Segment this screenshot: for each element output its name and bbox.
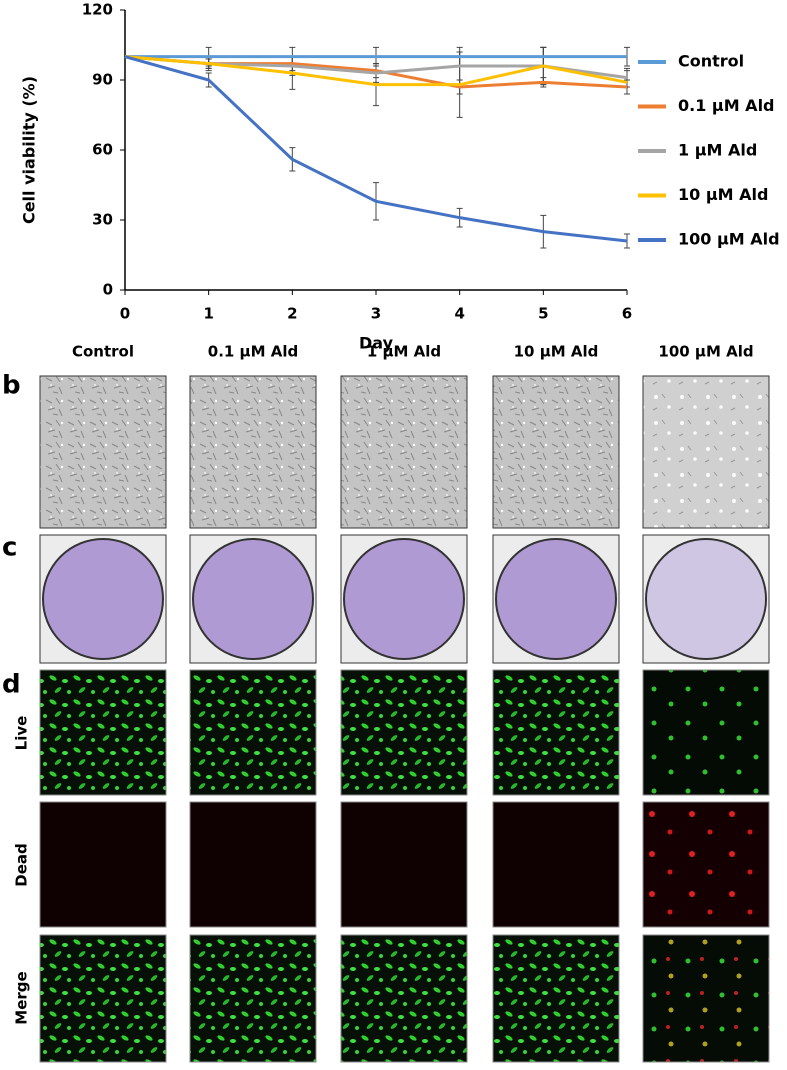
live-stain-image <box>340 669 468 796</box>
column-label: 0.1 μM Ald <box>208 343 298 361</box>
x-tick-label: 3 <box>371 305 381 323</box>
live-stain-image <box>492 669 620 796</box>
x-axis-label: Day <box>359 334 394 353</box>
column-label: 100 μM Ald <box>658 343 753 361</box>
legend-label: 0.1 μM Ald <box>678 96 775 115</box>
column-label: 1 μM Ald <box>367 343 441 361</box>
x-tick-label: 2 <box>287 305 297 323</box>
live-stain-image <box>189 669 317 796</box>
y-tick-label: 60 <box>92 141 113 159</box>
x-tick-label: 5 <box>538 305 548 323</box>
error-bar <box>624 70 630 95</box>
dead-stain-image <box>39 801 167 928</box>
x-tick-label: 0 <box>120 305 130 323</box>
phase-contrast-image <box>492 375 620 529</box>
x-tick-label: 1 <box>203 305 213 323</box>
merge-image <box>39 934 167 1063</box>
dead-stain-image <box>642 801 770 928</box>
column-label: Control <box>72 343 134 361</box>
panel-letter: d <box>2 670 21 700</box>
phase-contrast-image <box>642 375 770 529</box>
series-line <box>124 55 628 87</box>
panel-letter: c <box>2 533 17 563</box>
legend-label: 100 μM Ald <box>678 230 780 249</box>
stained-well <box>42 538 164 660</box>
panel-letter: b <box>2 371 21 401</box>
phase-contrast-image <box>189 375 317 529</box>
phase-contrast-image <box>39 375 167 529</box>
stained-well <box>495 538 617 660</box>
column-label: 10 μM Ald <box>514 343 599 361</box>
merge-image <box>492 934 620 1063</box>
y-tick-label: 120 <box>82 1 113 19</box>
merge-image <box>642 934 770 1063</box>
row-label: Merge <box>13 971 31 1024</box>
legend-label: Control <box>678 52 744 71</box>
y-tick-label: 30 <box>92 211 113 229</box>
y-tick-label: 0 <box>103 281 113 299</box>
stained-well <box>343 538 465 660</box>
stained-well <box>192 538 314 660</box>
x-tick-label: 4 <box>454 305 464 323</box>
dead-stain-image <box>492 801 620 928</box>
legend-label: 10 μM Ald <box>678 185 768 204</box>
line-chart: Cell viability (%) Day 0 30 60 90 120 0 1 2 3 4 5 6… <box>20 1 780 353</box>
phase-contrast-image <box>340 375 468 529</box>
series-line <box>124 55 628 243</box>
row-label: Dead <box>13 843 31 886</box>
legend-label: 1 μM Ald <box>678 141 757 160</box>
dead-stain-image <box>189 801 317 928</box>
merge-image <box>340 934 468 1063</box>
image-panels: Control 0.1 μM Ald 1 μM Ald 10 μM Ald 100 μM… <box>2 343 770 1063</box>
row-label: Live <box>13 716 31 751</box>
live-stain-image <box>642 669 770 796</box>
y-axis-label: Cell viability (%) <box>20 76 39 224</box>
stained-well <box>645 538 767 660</box>
x-tick-label: 6 <box>622 305 632 323</box>
y-tick-label: 90 <box>92 71 113 89</box>
merge-image <box>189 934 317 1063</box>
dead-stain-image <box>340 801 468 928</box>
live-stain-image <box>39 669 167 796</box>
